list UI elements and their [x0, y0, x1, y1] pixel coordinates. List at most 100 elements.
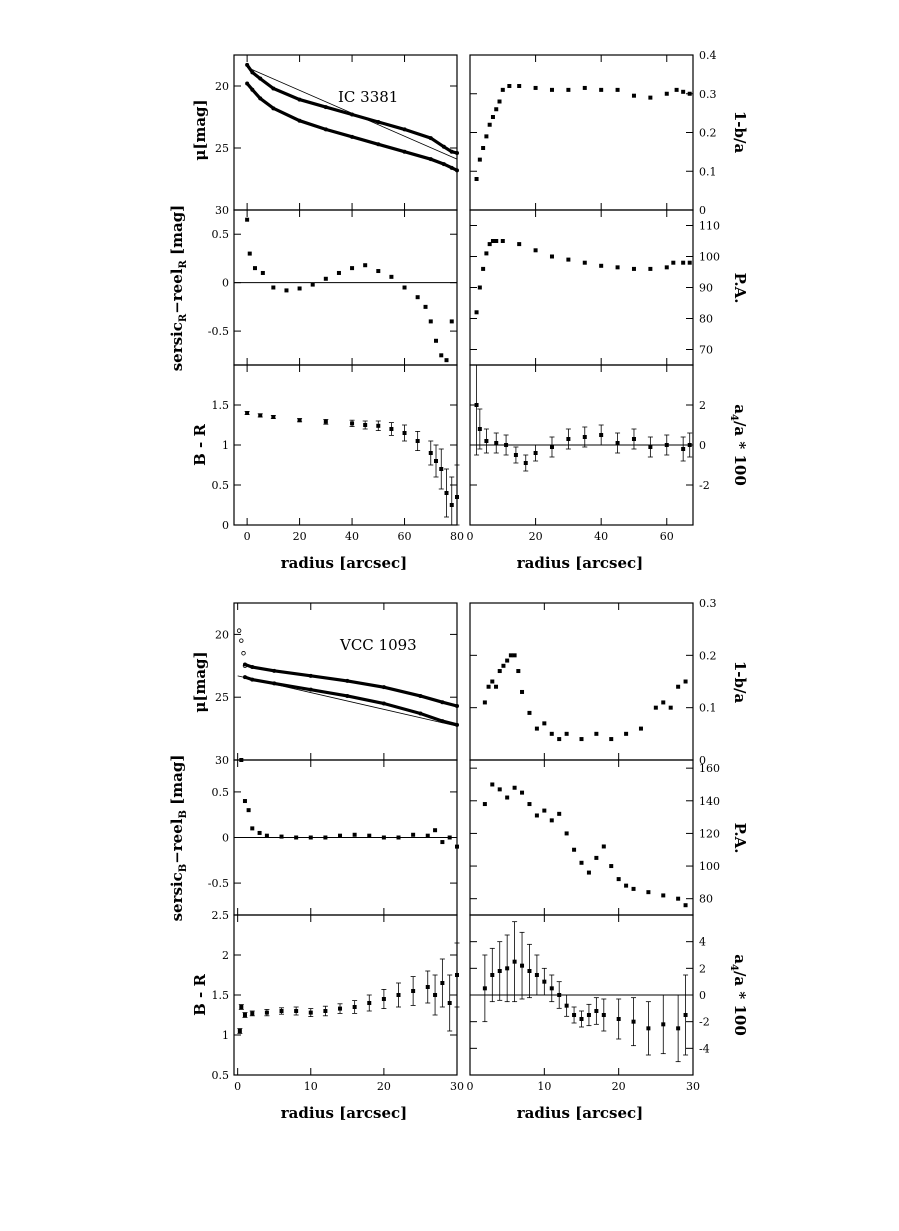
data-point — [434, 338, 439, 343]
y-tick-label: 0 — [699, 754, 706, 767]
data-point — [258, 413, 263, 418]
data-point — [441, 144, 446, 149]
y-tick-label: 0 — [222, 832, 229, 845]
data-point — [455, 844, 459, 849]
y-tick-label: 0 — [699, 989, 706, 1002]
data-point — [516, 669, 521, 674]
data-point — [345, 678, 350, 683]
y-tick-label: 1 — [222, 1029, 229, 1042]
data-point — [601, 844, 606, 849]
data-point — [624, 883, 629, 888]
y-tick-label: -0.5 — [208, 877, 229, 890]
data-point — [564, 1003, 569, 1008]
data-point — [271, 86, 276, 91]
data-point — [455, 150, 459, 155]
data-point — [336, 270, 341, 275]
data-point — [271, 285, 276, 290]
data-point — [599, 263, 604, 268]
y-tick-label: -0.5 — [208, 325, 229, 338]
data-point — [428, 451, 433, 455]
data-point — [572, 847, 577, 852]
data-point — [418, 711, 423, 716]
y-tick-label: 0.4 — [699, 49, 717, 62]
data-point — [497, 787, 502, 792]
data-point — [534, 973, 539, 977]
data-point — [444, 491, 449, 495]
y-tick-label: 120 — [699, 827, 720, 840]
x-tick-label: 0 — [467, 1080, 474, 1093]
x-tick-label: 60 — [660, 530, 674, 543]
panel-ic3381-mu: 20 25 30 — [215, 54, 459, 217]
data-point — [428, 157, 433, 162]
data-point — [294, 1009, 299, 1013]
ylabel-vcc1093-resid: sersicB−reelB [mag] — [168, 755, 189, 922]
data-point — [648, 445, 653, 449]
data-point — [648, 95, 653, 100]
y-tick-label: 25 — [215, 691, 229, 704]
data-point — [616, 1017, 621, 1021]
data-point — [477, 285, 482, 290]
data-point — [594, 1009, 599, 1013]
data-point — [517, 242, 522, 247]
data-point — [494, 684, 499, 689]
panel-ic3381-residual: -0.5 0 0.5 — [208, 209, 458, 366]
x-tick-label: 0 — [244, 530, 251, 543]
data-point — [520, 689, 525, 694]
data-point — [497, 969, 502, 973]
panel-frame — [233, 209, 458, 366]
data-point — [367, 1001, 372, 1005]
y-tick-label: 0 — [222, 519, 229, 532]
data-point — [527, 969, 532, 973]
data-point — [481, 266, 486, 271]
data-point — [250, 87, 255, 92]
data-point — [272, 668, 277, 673]
data-point — [323, 276, 328, 281]
data-point — [661, 893, 666, 898]
data-point — [250, 665, 255, 670]
data-point — [687, 260, 692, 265]
data-point — [455, 722, 459, 727]
data-point — [490, 973, 495, 977]
data-point — [482, 802, 487, 807]
data-point — [434, 459, 439, 463]
y-tick-label: 0.1 — [699, 702, 717, 715]
data-point — [527, 710, 532, 715]
data-point — [501, 663, 506, 668]
y-tick-label: 2 — [222, 949, 229, 962]
data-point — [242, 675, 247, 680]
data-point — [455, 168, 459, 173]
data-point — [449, 503, 454, 507]
data-point — [396, 835, 401, 840]
galaxy-label-vcc1093: VCC 1093 — [339, 636, 417, 654]
data-point — [513, 453, 518, 457]
data-point — [481, 146, 486, 150]
y-tick-label: 1.5 — [212, 399, 230, 412]
data-point — [579, 737, 584, 742]
ylabel-vcc1093-a4: a4/a * 100 — [728, 954, 749, 1036]
data-point — [363, 263, 368, 268]
y-tick-label: 2.5 — [212, 909, 230, 922]
data-point — [376, 269, 381, 274]
data-point — [338, 833, 343, 838]
data-point — [582, 85, 587, 90]
data-point — [594, 731, 599, 736]
x-tick-label: 10 — [304, 1080, 318, 1093]
ylabel-ic3381-ell: 1-b/a — [731, 111, 749, 154]
y-tick-label: 0.2 — [699, 127, 717, 140]
data-point — [415, 295, 420, 300]
panel-ic3381-position-angle: 70 80 90 100 110 — [469, 209, 720, 366]
data-point — [297, 286, 302, 291]
data-point — [415, 439, 420, 443]
data-point — [564, 831, 569, 836]
x-tick-label: 30 — [686, 1080, 700, 1093]
data-point — [671, 260, 676, 265]
data-point — [507, 84, 512, 88]
data-point — [338, 1006, 343, 1011]
y-tick-label: 30 — [215, 204, 229, 217]
y-tick-label: 25 — [215, 142, 229, 155]
data-point — [376, 119, 381, 124]
data-point — [664, 443, 669, 447]
y-tick-label: 0 — [699, 204, 706, 217]
